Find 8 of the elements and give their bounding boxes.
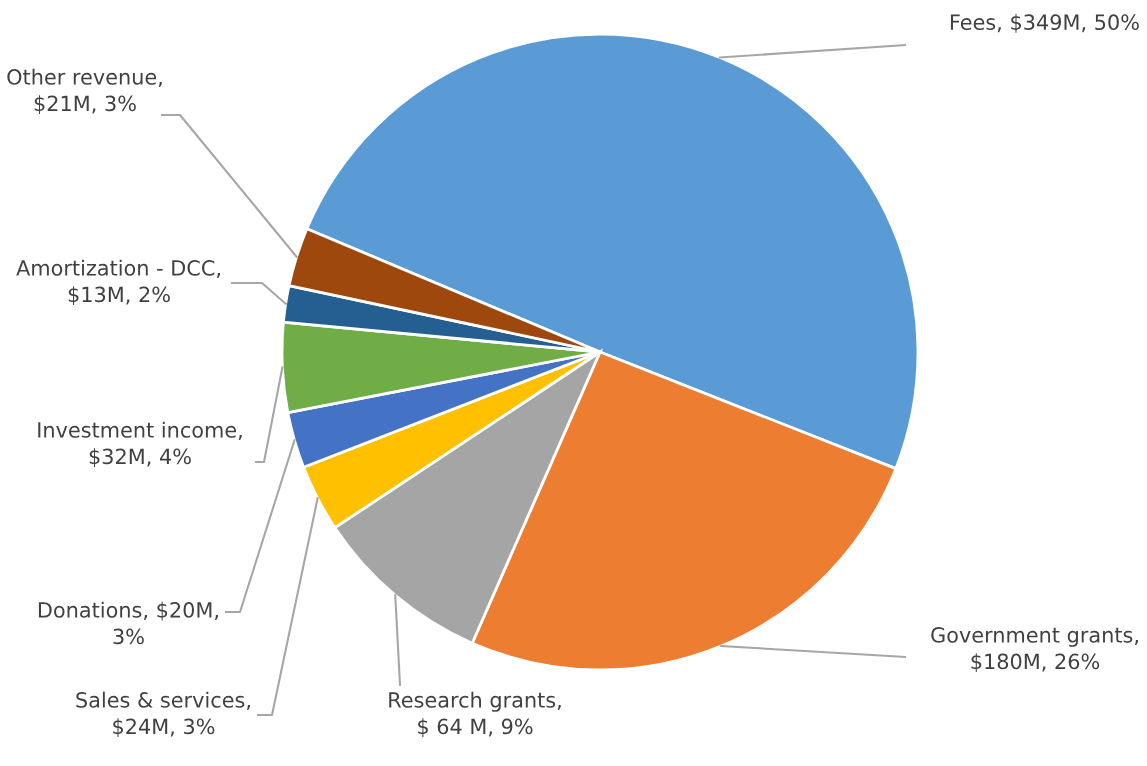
slice-label: Investment income, $32M, 4%: [38, 421, 242, 468]
slice-label: Fees, $349M, 50%: [950, 13, 1139, 33]
slice-label: Amortization - DCC, $13M, 2%: [16, 259, 220, 306]
slice-label: Government grants, $180M, 26%: [931, 627, 1138, 673]
slice-label: Research grants, $ 64 M, 9%: [389, 691, 561, 738]
slice-label: Other revenue, $21M, 3%: [7, 68, 162, 115]
slice-label: Sales & services, $24M, 3%: [76, 691, 250, 738]
slice-label: Donations, $20M, 3%: [38, 601, 218, 645]
